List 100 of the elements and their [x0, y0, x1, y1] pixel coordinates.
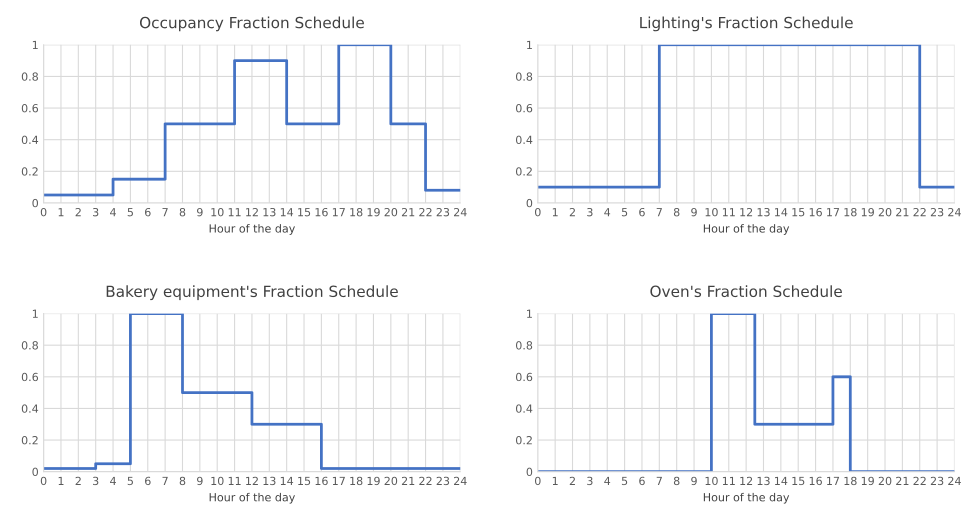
y-tick-label: 1	[527, 40, 532, 50]
chart-title: Occupancy Fraction Schedule	[140, 16, 364, 32]
x-tick-label: 17	[332, 476, 345, 485]
x-tick-label: 13	[758, 476, 770, 486]
x-tick-label: 24	[454, 476, 467, 485]
y-tick-label: 0	[526, 198, 532, 208]
x-tick-label: 13	[758, 208, 770, 216]
x-tick-label: 22	[913, 208, 926, 216]
x-tick-label: 14	[775, 208, 788, 216]
y-tick-label: 1	[32, 40, 38, 50]
x-tick-label: 6	[145, 476, 151, 486]
chart-title: Oven's Fraction Schedule	[650, 285, 842, 298]
x-tick-label: 8	[674, 476, 680, 486]
x-axis-title: Hour of the day	[704, 224, 790, 235]
x-tick-label: 20	[878, 476, 892, 486]
x-tick-label: 5	[622, 476, 628, 486]
x-tick-label: 22	[913, 476, 926, 485]
x-tick-label: 16	[316, 208, 328, 216]
x-tick-label: 4	[604, 208, 610, 216]
y-tick-label: 0.6	[22, 372, 38, 382]
x-tick-label: 9	[691, 208, 697, 216]
x-tick-label: 16	[316, 476, 328, 486]
x-tick-label: 13	[263, 208, 276, 216]
x-tick-label: 1	[552, 208, 558, 216]
x-tick-label: 9	[197, 476, 203, 486]
x-tick-label: 1	[58, 476, 64, 485]
x-tick-label: 6	[639, 476, 645, 486]
x-tick-label: 21	[402, 476, 414, 485]
y-tick-label: 0	[32, 468, 38, 476]
x-tick-label: 0	[40, 476, 46, 486]
y-tick-label: 0.4	[516, 404, 532, 413]
x-tick-label: 24	[948, 476, 961, 485]
x-tick-label: 17	[332, 208, 345, 216]
x-tick-label: 0	[534, 208, 541, 216]
y-tick-label: 1	[527, 310, 532, 318]
x-tick-label: 13	[263, 476, 276, 486]
x-tick-label: 23	[930, 476, 944, 486]
x-tick-label: 16	[810, 476, 822, 486]
x-tick-label: 2	[570, 476, 575, 485]
x-tick-label: 21	[896, 208, 908, 216]
x-tick-label: 10	[211, 208, 224, 216]
y-tick-label: 0.4	[22, 404, 38, 413]
x-tick-label: 11	[228, 208, 241, 216]
x-tick-label: 4	[110, 208, 116, 216]
x-tick-label: 4	[110, 476, 116, 485]
x-tick-label: 2	[76, 208, 81, 216]
y-tick-label: 0.8	[516, 341, 532, 350]
x-tick-label: 22	[419, 208, 432, 216]
x-tick-label: 12	[740, 208, 752, 216]
x-axis-title: Hour of the day	[210, 492, 295, 504]
x-tick-label: 21	[402, 208, 414, 216]
y-tick-label: 0.8	[22, 72, 38, 81]
x-tick-label: 10	[706, 476, 718, 486]
x-tick-label: 5	[622, 208, 628, 216]
x-tick-label: 6	[145, 208, 151, 216]
y-tick-label: 0.2	[22, 167, 38, 176]
y-tick-label: 0.4	[22, 136, 38, 144]
x-tick-label: 17	[827, 208, 840, 216]
x-tick-label: 8	[180, 476, 186, 486]
y-tick-label: 0.8	[516, 72, 532, 81]
x-tick-label: 12	[740, 476, 752, 485]
x-tick-label: 20	[384, 208, 398, 216]
x-tick-label: 14	[280, 208, 294, 216]
x-tick-label: 14	[775, 476, 788, 485]
x-tick-label: 21	[896, 476, 908, 485]
x-tick-label: 9	[691, 476, 697, 486]
x-tick-label: 6	[639, 208, 645, 216]
x-tick-label: 12	[246, 208, 258, 216]
x-tick-label: 20	[384, 476, 398, 486]
x-axis-title: Hour of the day	[704, 492, 790, 504]
x-tick-label: 11	[722, 476, 735, 485]
x-tick-label: 18	[350, 208, 362, 216]
y-tick-label: 0.8	[22, 341, 38, 350]
x-tick-label: 12	[246, 476, 258, 485]
x-tick-label: 2	[76, 476, 81, 485]
x-tick-label: 24	[454, 208, 467, 216]
x-tick-label: 18	[844, 208, 857, 216]
x-tick-label: 15	[298, 476, 310, 486]
x-tick-label: 18	[844, 476, 857, 486]
y-tick-label: 0.6	[22, 104, 38, 112]
y-tick-label: 0.2	[516, 167, 532, 176]
x-tick-label: 7	[162, 476, 168, 485]
x-tick-label: 18	[350, 476, 362, 486]
x-tick-label: 1	[552, 476, 558, 485]
x-tick-label: 22	[419, 476, 432, 485]
x-tick-label: 2	[570, 208, 575, 216]
x-tick-label: 3	[93, 476, 98, 486]
x-tick-label: 24	[948, 208, 961, 216]
x-tick-label: 23	[436, 476, 450, 486]
y-tick-label: 0.6	[516, 372, 532, 382]
x-tick-label: 5	[128, 476, 133, 486]
y-tick-label: 0.2	[22, 436, 38, 444]
x-tick-label: 10	[211, 476, 224, 486]
x-tick-label: 19	[862, 208, 874, 216]
chart-title: Lighting's Fraction Schedule	[640, 16, 853, 32]
x-tick-label: 16	[810, 208, 822, 216]
x-tick-label: 0	[40, 208, 46, 216]
x-tick-label: 15	[792, 476, 804, 486]
x-tick-label: 10	[706, 208, 718, 216]
chart-title: Bakery equipment's Fraction Schedule	[106, 285, 398, 300]
